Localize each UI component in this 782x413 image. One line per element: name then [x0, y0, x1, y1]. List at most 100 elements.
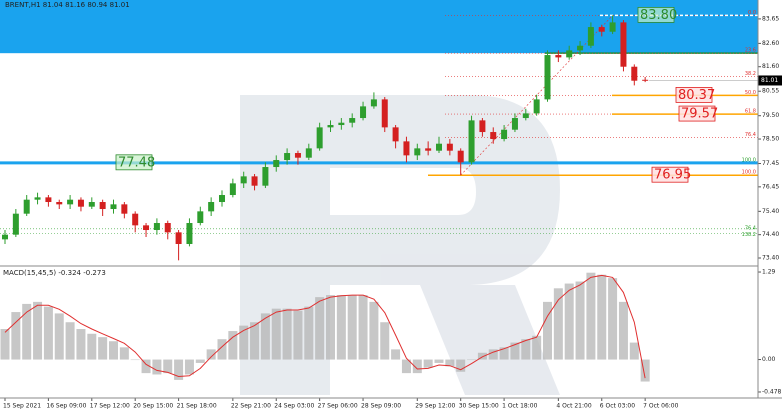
x-tick-label: 20 Sep 15:00	[133, 403, 173, 410]
macd-bar	[22, 303, 32, 360]
y-tick-label: 75.40	[762, 208, 779, 215]
candle-body	[164, 223, 171, 233]
macd-bar	[521, 339, 531, 360]
macd-bar	[391, 349, 401, 360]
candle-body	[327, 125, 334, 128]
macd-bar	[575, 281, 585, 360]
macd-bar	[510, 342, 520, 360]
candle-body	[2, 234, 8, 240]
candle-body	[468, 120, 475, 163]
candle-body	[392, 127, 399, 142]
symbol: BRENT,H1	[5, 1, 41, 9]
level-label: 77.48	[115, 154, 155, 170]
macd-bar	[629, 342, 639, 360]
macd-bar	[217, 339, 227, 360]
macd-bar	[43, 306, 53, 360]
level-label: 80.37	[675, 87, 715, 103]
candle-body	[23, 199, 30, 214]
candle-body	[251, 176, 258, 186]
candle-body	[219, 195, 225, 203]
candle-body	[175, 232, 182, 245]
macd-bar	[119, 347, 129, 360]
x-tick-label: 24 Sep 03:00	[274, 403, 314, 410]
candle-body	[45, 197, 52, 203]
x-tick-label: 4 Oct 21:00	[556, 403, 591, 410]
macd-bar	[260, 313, 270, 360]
y-tick-label: 79.50	[762, 112, 779, 119]
candle-body	[273, 160, 280, 168]
candle-body	[533, 99, 540, 114]
macd-bar	[336, 295, 346, 360]
y-tick-label: 0.00	[762, 356, 776, 363]
fibo-ratio: 100.0	[742, 170, 756, 176]
y-tick-label: 83.65	[762, 15, 779, 22]
x-tick-label: 15 Sep 2021	[3, 403, 41, 410]
y-tick-label: 76.45	[762, 183, 779, 190]
macd-bar	[11, 312, 21, 360]
level-label-text: 83.80	[640, 8, 677, 23]
macd-bar	[293, 310, 303, 360]
macd-bar	[315, 297, 325, 360]
header-open: 81.04	[43, 1, 64, 9]
candle-body	[121, 204, 128, 214]
candle-body	[381, 99, 388, 128]
macd-bar	[76, 329, 86, 360]
macd-bar	[282, 308, 292, 360]
level-label: 83.80	[637, 6, 677, 23]
x-tick-label: 28 Sep 09:00	[361, 403, 401, 410]
candle-body	[284, 153, 291, 161]
y-tick-label: 1.29	[762, 269, 776, 276]
candle-body	[522, 113, 529, 119]
candle-body	[240, 176, 247, 184]
fibo-trendline	[460, 15, 613, 176]
candle-body	[110, 204, 117, 210]
macd-header: MACD(15,45,5) -0.324 -0.273	[3, 269, 106, 277]
candle-body	[143, 225, 150, 231]
candle-body	[67, 199, 74, 205]
macd-bar	[358, 295, 368, 360]
macd-bar	[477, 352, 487, 360]
candle-body	[229, 183, 236, 196]
candle-body	[511, 118, 518, 130]
header-low: 80.94	[87, 1, 108, 9]
macd-bar	[488, 349, 498, 360]
fibo-ratio: 0.0	[748, 10, 756, 16]
macd-bar	[206, 349, 216, 360]
level-label: 79.57	[678, 105, 718, 122]
candle-body	[609, 22, 616, 32]
macd-bar	[401, 359, 411, 374]
candle-body	[403, 141, 410, 156]
candle-body	[360, 106, 367, 119]
macd-bar	[195, 359, 205, 363]
candle-body	[479, 120, 486, 133]
y-tick-label: 81.60	[762, 63, 779, 70]
y-tick-label: -0.478	[762, 388, 782, 395]
fibo2-ratio: 100.0	[742, 157, 756, 163]
candle-body	[186, 223, 193, 245]
macd-bar	[228, 331, 238, 360]
candle-body	[631, 66, 638, 81]
x-tick-label: 1 Oct 18:00	[502, 403, 537, 410]
candle-body	[425, 148, 432, 151]
header-close: 81.01	[110, 1, 130, 9]
candle-body	[99, 202, 106, 210]
candle-body	[555, 55, 562, 58]
macd-bar	[499, 347, 509, 360]
fibo-ratio: 61.8	[745, 109, 756, 115]
candle-body	[370, 99, 377, 107]
candle-body	[316, 127, 323, 149]
macd-bar	[608, 278, 618, 360]
candle-body	[414, 148, 421, 156]
macd-bar	[326, 295, 335, 360]
x-tick-label: 30 Sep 15:00	[459, 403, 499, 410]
candle-body	[598, 27, 605, 32]
macd-bar	[239, 325, 249, 360]
candle-body	[338, 122, 345, 126]
fibo-ratio: 23.6	[745, 48, 756, 54]
macd-name: MACD(15,45,5)	[3, 269, 56, 277]
current-price-box	[758, 75, 782, 86]
current-price-label: 81.01	[761, 77, 778, 84]
fibo-ratio: 50.0	[745, 90, 756, 96]
level-label-text: 80.37	[678, 88, 715, 103]
